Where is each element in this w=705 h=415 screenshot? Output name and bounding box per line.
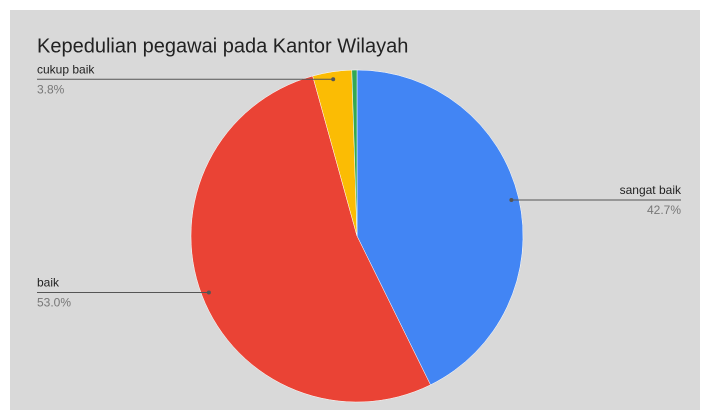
leader-dot xyxy=(331,77,336,82)
slice-label: baik xyxy=(37,276,60,290)
pie-slice xyxy=(351,69,358,237)
leader-dot xyxy=(509,197,514,202)
slice-label: sangat baik xyxy=(620,183,682,197)
slice-value-label: 53.0% xyxy=(37,296,71,310)
slice-value-label: 3.8% xyxy=(37,82,65,96)
chart-title: Kepedulian pegawai pada Kantor Wilayah xyxy=(37,35,408,57)
leader-dot xyxy=(206,290,211,295)
slice-value-label: 42.7% xyxy=(647,203,681,217)
pie-slice xyxy=(190,75,431,403)
pie-slice xyxy=(356,69,524,386)
slice-label: cukup baik xyxy=(37,62,95,76)
